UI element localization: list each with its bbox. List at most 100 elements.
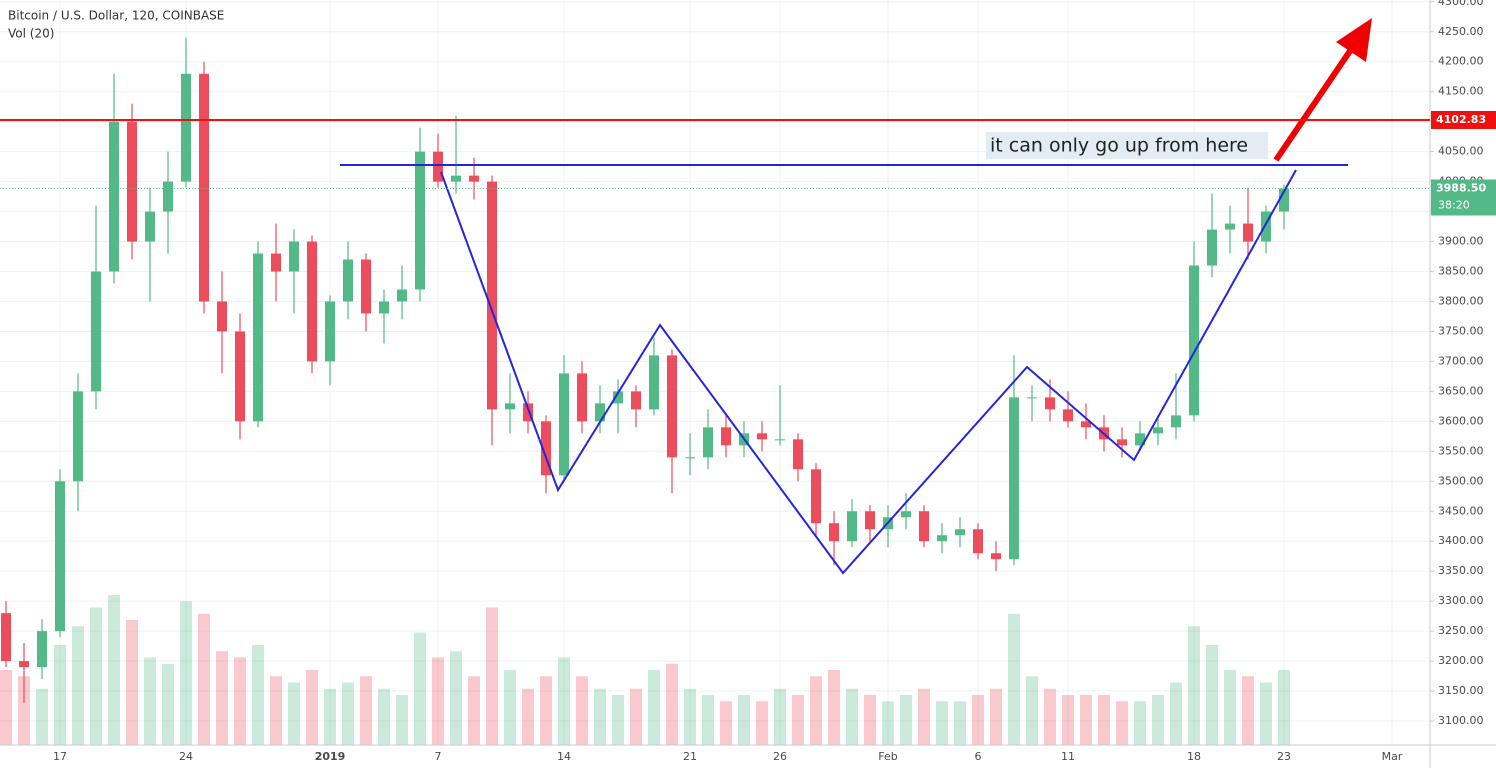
y-tick-label: 3150.00 — [1438, 684, 1484, 697]
volume-bar — [900, 695, 912, 745]
pattern-line — [440, 169, 1297, 575]
volume-bar — [1098, 695, 1110, 745]
volume-bar — [846, 688, 858, 745]
candle-body — [937, 535, 947, 542]
volume-bar — [540, 676, 552, 745]
y-tick-label: 4050.00 — [1438, 145, 1484, 158]
countdown: 38:20 — [1438, 198, 1470, 211]
volume-bar — [234, 657, 246, 745]
y-tick-label: 4250.00 — [1438, 25, 1484, 38]
candle-body — [181, 73, 191, 182]
annotation: it can only go up from here — [990, 135, 1248, 157]
candle-body — [1009, 397, 1019, 560]
candle-body — [73, 391, 83, 482]
volume-bar — [936, 701, 948, 745]
candle-body — [919, 511, 929, 542]
y-tick-label: 3100.00 — [1438, 714, 1484, 727]
candle-body — [901, 511, 911, 518]
y-tick-label: 3800.00 — [1438, 294, 1484, 307]
candle-body — [1027, 397, 1037, 399]
candle-body — [55, 481, 65, 632]
candle-body — [757, 433, 767, 440]
candle-body — [145, 211, 155, 242]
candle-body — [1261, 211, 1271, 242]
candle-body — [847, 511, 857, 542]
volume-bar — [144, 657, 156, 745]
volume-bar — [324, 688, 336, 745]
volume-bar — [648, 670, 660, 745]
volume-bar — [522, 688, 534, 745]
volume-bar — [126, 620, 138, 745]
candle-body — [1, 613, 11, 662]
volume-bar — [756, 701, 768, 745]
candle-body — [289, 241, 299, 272]
volume-bar — [1278, 670, 1290, 745]
volume-bar — [990, 688, 1002, 745]
candle-body — [559, 373, 569, 476]
x-tick-label: 6 — [975, 750, 982, 763]
y-tick-label: 3900.00 — [1438, 235, 1484, 248]
y-tick-label: 3750.00 — [1438, 324, 1484, 337]
volume-bar — [342, 682, 354, 745]
x-tick-label: 17 — [53, 750, 67, 763]
volume-bar — [1044, 688, 1056, 745]
candle-body — [1135, 433, 1145, 446]
volume-bar — [1260, 682, 1272, 745]
volume-bar — [162, 663, 174, 745]
volume-bar — [198, 613, 210, 745]
candle-body — [577, 373, 587, 422]
volume-bar — [252, 645, 264, 745]
volume-bar — [72, 626, 84, 745]
volume-bar — [702, 695, 714, 745]
candles — [1, 37, 1289, 704]
volume-bar — [90, 607, 102, 745]
x-tick-label: 11 — [1061, 750, 1075, 763]
y-tick-label: 3600.00 — [1438, 414, 1484, 427]
candle-body — [865, 511, 875, 530]
candle-body — [217, 301, 227, 332]
candle-body — [487, 181, 497, 410]
y-tick-label: 3500.00 — [1438, 474, 1484, 487]
candle-body — [361, 259, 371, 314]
candle-body — [793, 439, 803, 470]
candle-body — [631, 391, 641, 410]
volume-bar — [972, 695, 984, 745]
candle-body — [199, 73, 209, 302]
volume-bar — [1206, 645, 1218, 745]
candle-body — [991, 553, 1001, 560]
volume-bar — [1170, 682, 1182, 745]
candle-body — [811, 469, 821, 524]
x-tick-label: 2019 — [315, 750, 346, 763]
volume-bar — [666, 663, 678, 745]
candle-body — [703, 427, 713, 458]
candle-body — [325, 301, 335, 362]
volume-bar — [396, 695, 408, 745]
volume-bar — [630, 688, 642, 745]
last-price-badge — [1431, 179, 1496, 216]
candle-body — [775, 439, 785, 441]
candle-body — [649, 355, 659, 410]
candle-body — [109, 121, 119, 272]
candle-body — [253, 253, 263, 422]
volume-bar — [612, 695, 624, 745]
x-tick-label: 24 — [179, 750, 193, 763]
candle-body — [973, 529, 983, 554]
volume-bar — [0, 670, 12, 745]
volume-bar — [486, 607, 498, 745]
volume-bar — [720, 701, 732, 745]
volume-bar — [414, 632, 426, 745]
volume-bar — [1224, 670, 1236, 745]
volume-bar — [360, 676, 372, 745]
y-tick-label: 4150.00 — [1438, 85, 1484, 98]
volume-bar — [1026, 676, 1038, 745]
candle-body — [1153, 427, 1163, 434]
symbol-title: Bitcoin / U.S. Dollar, 120, COINBASE — [8, 9, 224, 23]
candle-body — [37, 631, 47, 668]
candle-body — [523, 403, 533, 422]
volume-bar — [216, 651, 228, 745]
candle-body — [1189, 265, 1199, 416]
volume-bar — [828, 670, 840, 745]
candle-body — [415, 151, 425, 290]
